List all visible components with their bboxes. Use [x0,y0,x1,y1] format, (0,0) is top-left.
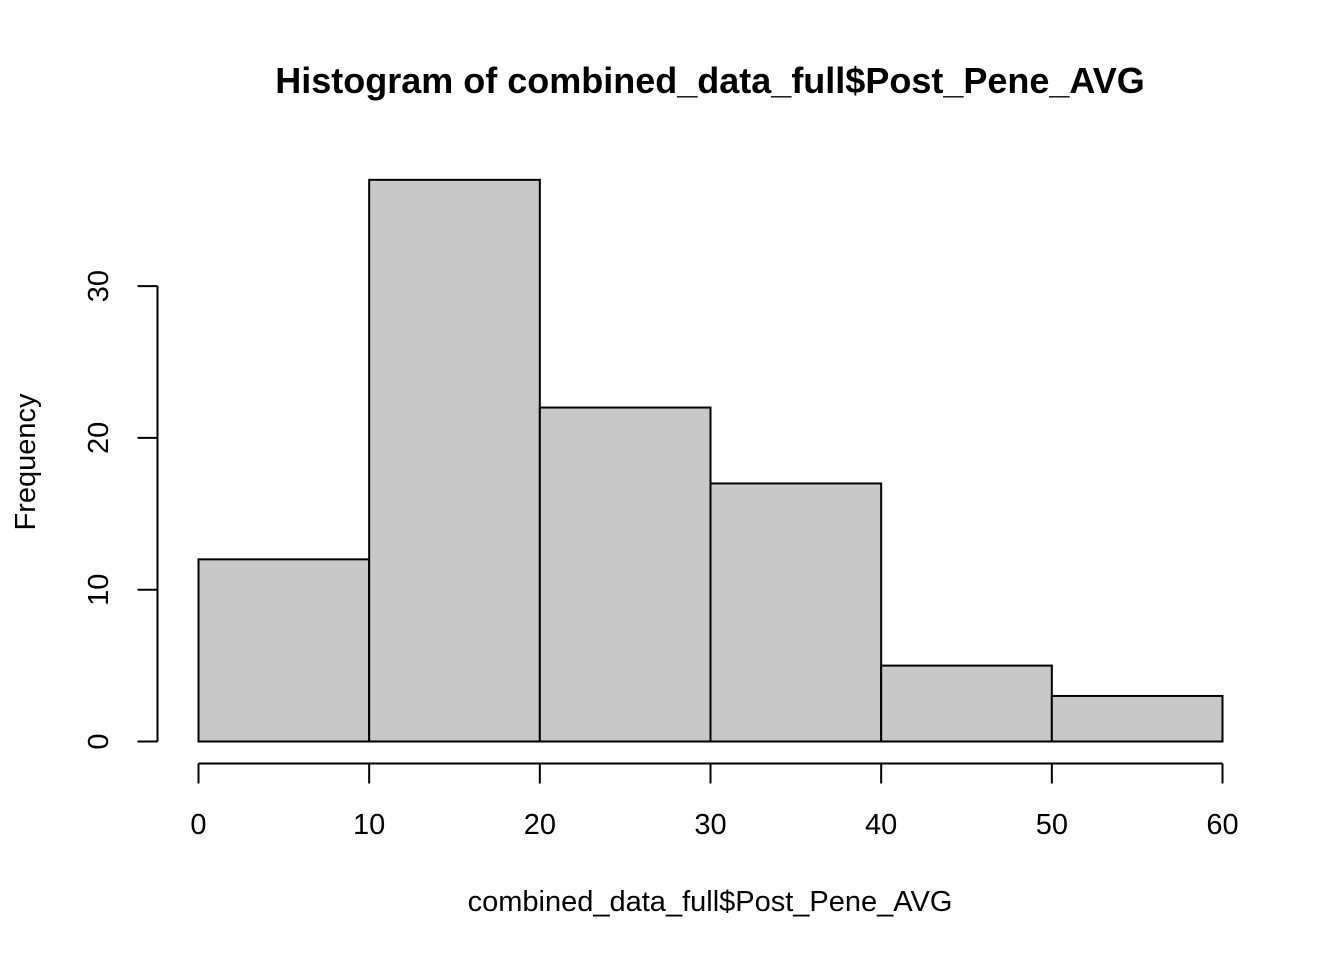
x-tick-label-60: 60 [1206,809,1238,841]
y-tick-label-20: 20 [83,422,115,454]
x-tick-label-0: 0 [190,809,206,841]
x-axis-label: combined_data_full$Post_Pene_AVG [468,886,953,918]
histogram-bar-3 [709,482,883,743]
histogram-bar-5 [1050,694,1224,743]
y-tick-label-30: 30 [83,270,115,302]
y-tick-label-0: 0 [83,733,115,749]
bars-group [197,178,1224,743]
chart-title: Histogram of combined_data_full$Post_Pen… [275,60,1145,101]
x-tick-label-20: 20 [524,809,556,841]
histogram-bar-4 [880,664,1053,743]
x-tick-label-50: 50 [1036,809,1068,841]
x-axis: 0 10 20 30 40 50 60 [190,762,1239,841]
y-axis-label: Frequency [10,393,42,531]
histogram-bar-1 [368,178,541,743]
x-tick-label-10: 10 [353,809,385,841]
y-tick-label-10: 10 [83,574,115,606]
histogram-bar-2 [538,406,712,743]
x-tick-label-40: 40 [865,809,897,841]
histogram-bar-0 [197,558,371,743]
x-tick-label-30: 30 [694,809,726,841]
y-axis: 0 10 20 30 [83,270,159,750]
